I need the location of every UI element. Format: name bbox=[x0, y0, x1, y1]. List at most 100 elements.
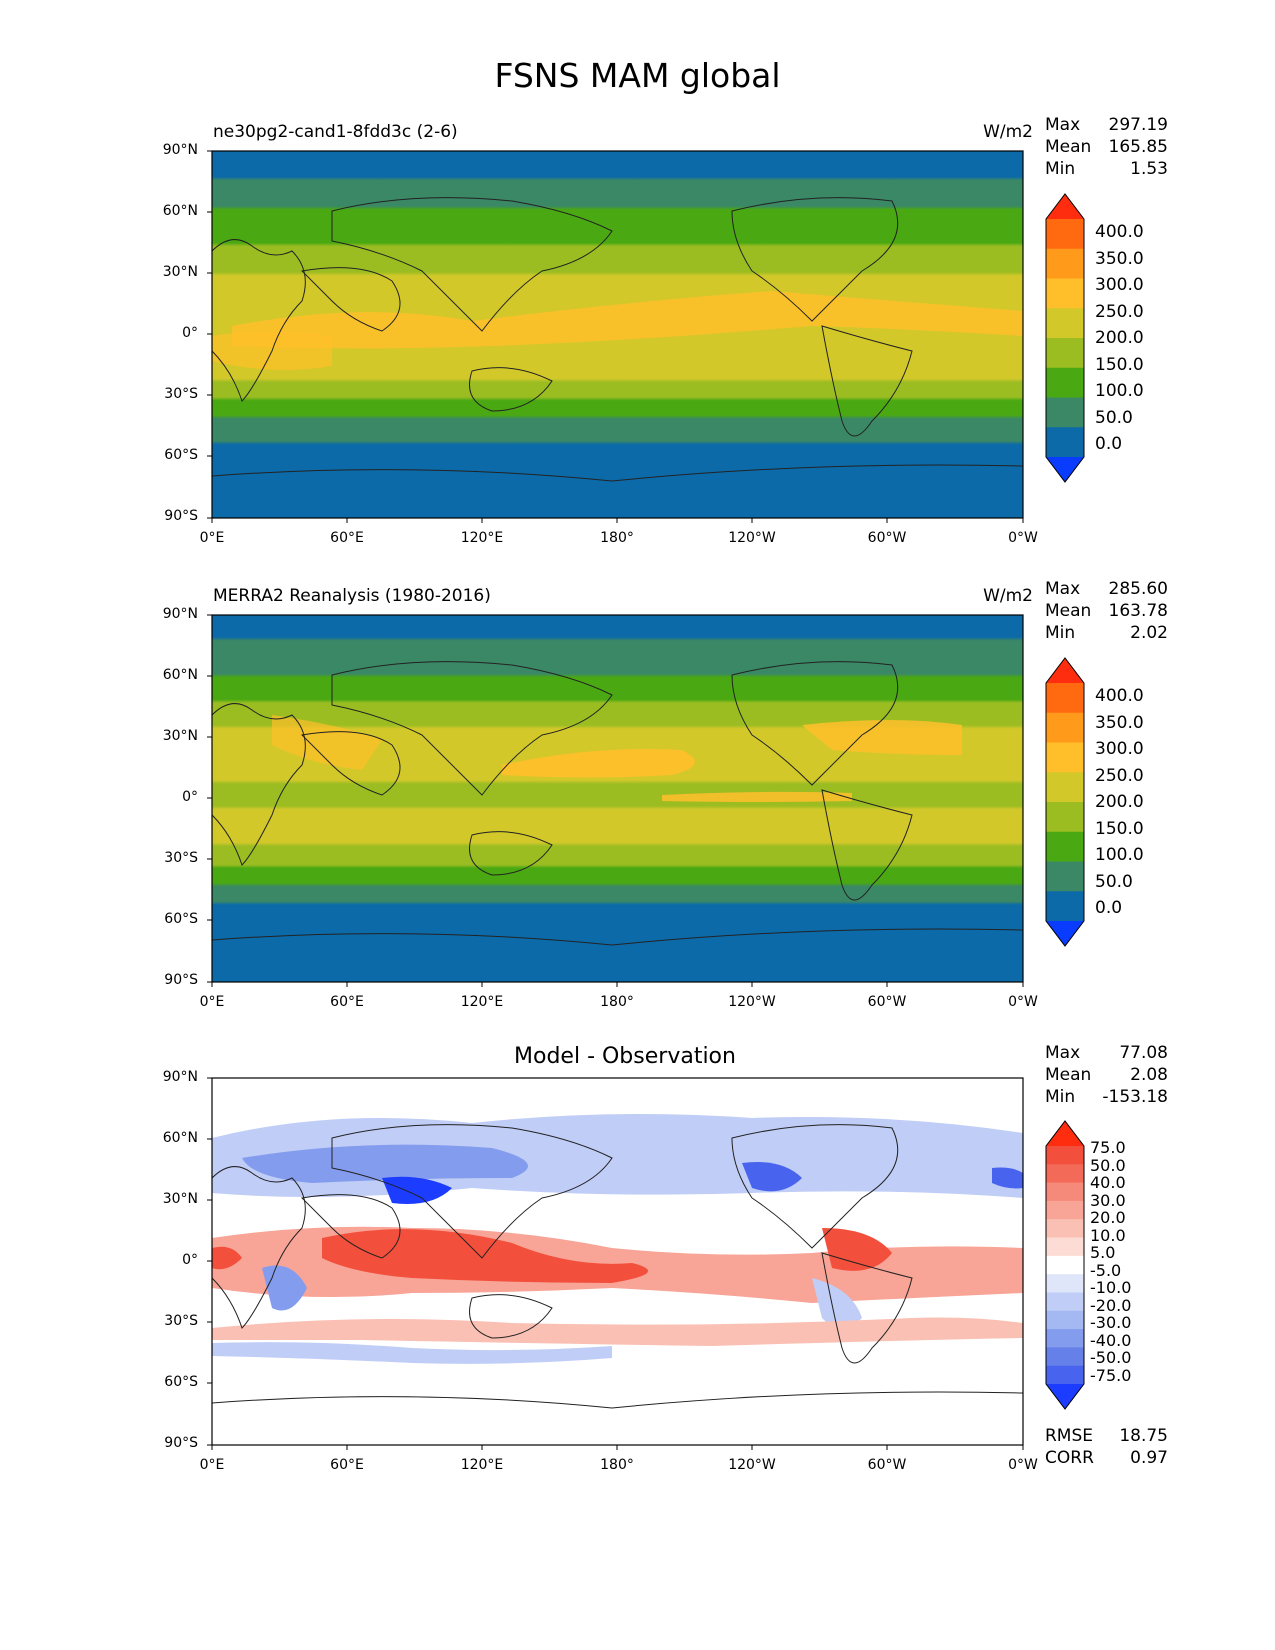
y-tick-label: 30°S bbox=[164, 1313, 198, 1329]
stat-label: Min bbox=[1045, 159, 1076, 179]
panel-3-colorbar bbox=[1045, 1120, 1085, 1410]
colorbar-segment bbox=[1046, 338, 1084, 369]
colorbar-segment bbox=[1046, 248, 1084, 279]
panel-1-colorbar-labels: 400.0 350.0 300.0 250.0 200.0 150.0 100.… bbox=[1095, 222, 1144, 461]
colorbar-segment bbox=[1046, 1219, 1084, 1239]
stat-label: Max bbox=[1045, 115, 1081, 135]
stat-value: 1.53 bbox=[1130, 159, 1168, 179]
colorbar-segment bbox=[1046, 308, 1084, 339]
colorbar-segment bbox=[1046, 1182, 1084, 1202]
negative-patch bbox=[812, 1278, 862, 1328]
y-tick-label: 90°N bbox=[162, 142, 198, 158]
colorbar-segment bbox=[1046, 802, 1084, 833]
panel-2-units: W/m2 bbox=[983, 586, 1033, 606]
colorbar-segment bbox=[1046, 891, 1084, 922]
colorbar-segment bbox=[1046, 1274, 1084, 1293]
y-tick-label: 90°S bbox=[164, 972, 198, 988]
colorbar-outline bbox=[1045, 657, 1085, 947]
colorbar-extend-bottom bbox=[1046, 457, 1084, 482]
colorbar-segment bbox=[1046, 1329, 1084, 1348]
colorbar-label: 400.0 bbox=[1095, 222, 1144, 242]
colorbar-label: 300.0 bbox=[1095, 739, 1144, 759]
colorbar-segment bbox=[1046, 1237, 1084, 1257]
colorbar-label: 300.0 bbox=[1095, 275, 1144, 295]
stat-value: 163.78 bbox=[1108, 601, 1168, 621]
colorbar-label: 150.0 bbox=[1095, 354, 1144, 375]
y-tick-label: 60°S bbox=[164, 1374, 198, 1390]
metric-label: CORR bbox=[1045, 1448, 1094, 1468]
colorbar-segment bbox=[1046, 1200, 1084, 1220]
stat-label: Mean bbox=[1045, 1065, 1092, 1085]
panel-1-stats: Max 297.19 Mean 165.85 Min 1.53 bbox=[1045, 115, 1168, 181]
colorbar-label: -40.0 bbox=[1090, 1330, 1132, 1350]
y-tick-label: 60°N bbox=[162, 667, 198, 683]
panel-2-colorbar-labels: 400.0 350.0 300.0 250.0 200.0 150.0 100.… bbox=[1095, 686, 1144, 925]
strong-negative-patch bbox=[382, 1176, 452, 1204]
colorbar-label: 0.0 bbox=[1095, 434, 1123, 454]
colorbar-extend-bottom bbox=[1046, 921, 1084, 946]
colorbar-segment bbox=[1046, 712, 1084, 743]
colorbar-label: 350.0 bbox=[1095, 248, 1144, 269]
figure-title: FSNS MAM global bbox=[494, 56, 781, 95]
panel-1-map bbox=[207, 150, 1024, 523]
panel-2-colorbar bbox=[1045, 657, 1085, 947]
colorbar-label: 350.0 bbox=[1095, 712, 1144, 733]
colorbar-segment bbox=[1046, 1347, 1084, 1367]
colorbar-segment bbox=[1046, 683, 1084, 714]
colorbar-label: 20.0 bbox=[1090, 1208, 1126, 1227]
colorbar-label: 250.0 bbox=[1095, 301, 1144, 322]
colorbar-label: 5.0 bbox=[1090, 1243, 1116, 1262]
colorbar-label: 100.0 bbox=[1095, 381, 1144, 401]
panel-1-colorbar bbox=[1045, 193, 1085, 483]
x-tick-label: 180° bbox=[600, 1457, 634, 1473]
panel-3-title: Model - Observation bbox=[514, 1044, 736, 1069]
colorbar-label: 50.0 bbox=[1095, 871, 1133, 892]
colorbar-outline bbox=[1045, 193, 1085, 483]
colorbar-segment bbox=[1046, 1365, 1084, 1385]
y-tick-label: 90°N bbox=[162, 606, 198, 622]
panel-1-units: W/m2 bbox=[983, 122, 1033, 142]
colorbar-segment bbox=[1046, 861, 1084, 892]
colorbar-segment bbox=[1046, 219, 1084, 250]
y-tick-label: 60°N bbox=[162, 203, 198, 219]
stat-value: -153.18 bbox=[1102, 1087, 1168, 1107]
strong-positive-patch bbox=[822, 1228, 892, 1271]
x-tick-label: 120°E bbox=[460, 1457, 504, 1473]
stat-value: 165.85 bbox=[1108, 137, 1168, 157]
colorbar-segment bbox=[1046, 278, 1084, 309]
x-tick-label: 0°W bbox=[1008, 530, 1038, 546]
high-flux-band bbox=[662, 791, 852, 802]
colorbar-label: 200.0 bbox=[1095, 792, 1144, 812]
colorbar-segment bbox=[1046, 831, 1084, 862]
negative-patch bbox=[262, 1265, 307, 1311]
y-tick-label: 60°S bbox=[164, 447, 198, 463]
colorbar-segment bbox=[1046, 1146, 1084, 1165]
stat-label: Max bbox=[1045, 579, 1081, 599]
x-tick-label: 60°W bbox=[867, 1457, 907, 1473]
x-tick-label: 120°W bbox=[728, 530, 776, 546]
x-tick-label: 60°E bbox=[330, 1457, 364, 1473]
colorbar-label: 0.0 bbox=[1095, 898, 1123, 918]
colorbar-label: -20.0 bbox=[1090, 1295, 1132, 1315]
x-tick-label: 0°E bbox=[199, 530, 225, 546]
panel-3-map bbox=[207, 1077, 1024, 1450]
colorbar-extend-top bbox=[1046, 658, 1084, 683]
negative-band bbox=[212, 1342, 612, 1364]
stat-value: 2.02 bbox=[1130, 623, 1168, 643]
metric-value: 0.97 bbox=[1130, 1448, 1168, 1468]
stat-value: 297.19 bbox=[1108, 115, 1168, 135]
y-tick-label: 0° bbox=[182, 789, 198, 805]
stat-label: Mean bbox=[1045, 601, 1092, 621]
high-flux-patch bbox=[802, 720, 962, 755]
colorbar-label: 40.0 bbox=[1090, 1173, 1126, 1192]
coastlines bbox=[211, 197, 1024, 482]
colorbar-extend-top bbox=[1046, 1121, 1084, 1146]
colorbar-label: 75.0 bbox=[1090, 1138, 1126, 1157]
y-tick-label: 0° bbox=[182, 325, 198, 341]
colorbar-label: 400.0 bbox=[1095, 686, 1144, 706]
negative-patch bbox=[242, 1144, 528, 1183]
x-tick-label: 60°E bbox=[330, 994, 364, 1010]
colorbar-label: -75.0 bbox=[1090, 1365, 1132, 1385]
x-tick-label: 60°E bbox=[330, 530, 364, 546]
colorbar-segment bbox=[1046, 427, 1084, 458]
